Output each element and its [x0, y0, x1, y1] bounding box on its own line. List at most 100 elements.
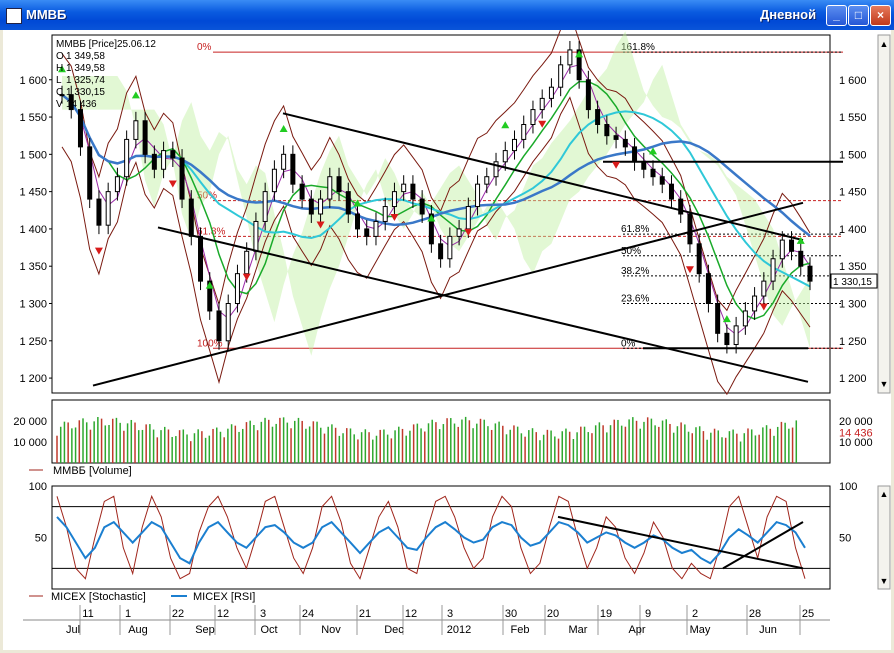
osc-scroll-down-icon[interactable]: ▼: [880, 576, 889, 586]
candle-body: [244, 250, 250, 275]
scroll-down-icon[interactable]: ▼: [880, 379, 889, 389]
sell-signal-marker: [390, 214, 399, 221]
date-axis-day-label: 1: [125, 608, 131, 620]
candle-body: [96, 198, 102, 226]
rsi-line: [56, 516, 806, 565]
price-axis-left-label: 1 300: [19, 299, 47, 311]
date-axis-month-label: Jul: [66, 624, 80, 636]
candle-body: [650, 168, 656, 178]
trendline: [92, 201, 804, 387]
osc-trendline: [557, 515, 804, 570]
buy-signal-marker: [575, 50, 584, 58]
price-axis-left-label: 1 250: [19, 336, 47, 348]
volume-axis-left-label: 20 000: [13, 416, 47, 428]
candle-body: [77, 109, 83, 148]
price-axis-right-label: 1 250: [839, 336, 867, 348]
candle-body: [585, 79, 591, 111]
candle-body: [373, 220, 379, 237]
ohlc-c-value: 1 330,15: [66, 87, 105, 98]
candle-body: [290, 153, 296, 185]
close-button[interactable]: ×: [870, 5, 891, 26]
price-axis-right-label: 1 350: [839, 261, 867, 273]
osc-scroll-up-icon[interactable]: ▲: [880, 489, 889, 499]
date-axis-month-label: 2012: [447, 624, 471, 636]
candle-body: [475, 183, 481, 208]
candle-body: [345, 191, 351, 215]
candle-body: [511, 138, 517, 152]
osc-scrollbar[interactable]: [877, 485, 891, 590]
candle-body: [447, 235, 453, 260]
candle-body: [225, 303, 231, 342]
price-axis-left-label: 1 350: [19, 261, 47, 273]
candle-body: [687, 213, 693, 245]
date-axis-day-label: 24: [302, 608, 314, 620]
date-axis-day-label: 3: [260, 608, 266, 620]
candle-body: [364, 228, 370, 237]
trendline: [282, 112, 804, 242]
fib-right-label: 50%: [621, 246, 641, 257]
candle-body: [456, 228, 462, 237]
candle-body: [752, 295, 758, 312]
ohlc-info-box: ММВБ [Price] 25.06.12 O 1 349,58 H 1 349…: [56, 39, 156, 110]
candle-body: [87, 146, 93, 200]
candle-body: [198, 235, 204, 282]
price-axis-left-label: 1 400: [19, 224, 47, 236]
price-axis-right-label: 1 550: [839, 112, 867, 124]
ma-slow-line: [61, 93, 811, 237]
candle-body: [299, 183, 305, 200]
date-axis-day-label: 30: [505, 608, 517, 620]
maximize-button[interactable]: □: [848, 5, 869, 26]
sell-signal-marker: [94, 247, 103, 255]
buy-signal-marker: [427, 214, 436, 222]
date-axis-month-label: Feb: [511, 624, 530, 636]
last-price-label: 1 330,15: [833, 277, 872, 288]
candle-body: [151, 153, 157, 170]
candle-body: [678, 198, 684, 215]
oscillator-panel: [51, 485, 831, 590]
ohlc-o-value: 1 349,58: [66, 51, 105, 62]
date-axis-month-label: May: [690, 624, 711, 636]
candle-body: [59, 94, 65, 97]
buy-signal-marker: [722, 315, 731, 323]
sell-signal-marker: [316, 221, 325, 229]
scroll-up-icon[interactable]: ▲: [880, 39, 889, 49]
price-axis-left-label: 1 450: [19, 187, 47, 199]
candle-body: [419, 198, 425, 215]
minimize-button[interactable]: _: [826, 5, 847, 26]
date-axis-day-label: 12: [405, 608, 417, 620]
last-price-box: [830, 273, 878, 289]
app-icon: [6, 8, 22, 24]
candle-body: [253, 220, 259, 252]
candle-body: [355, 213, 361, 230]
ma-cyan-line: [61, 93, 811, 288]
buy-signal-marker: [501, 121, 510, 129]
price-axis-right-label: 1 600: [839, 75, 867, 87]
date-axis-month-label: Jun: [759, 624, 777, 636]
volume-legend-label: ММВБ [Volume]: [53, 465, 132, 477]
osc-axis-left-label: 50: [35, 533, 47, 545]
bollinger-lower: [61, 96, 811, 396]
title-bar[interactable]: ММВБ Дневной _ □ ×: [0, 0, 894, 30]
buy-signal-marker: [353, 199, 362, 207]
candle-body: [502, 150, 508, 163]
candle-body: [133, 120, 139, 140]
buy-signal-marker: [58, 65, 66, 73]
candle-body: [668, 183, 674, 200]
chart-canvas[interactable]: 1 600 1 600 1 550 1 550 1 500 1 500 1 450 1 450…: [3, 11, 891, 650]
fib-left-label: 50%: [197, 191, 217, 202]
oscillator-layer: 100 100 50 50: [29, 481, 857, 580]
candle-body: [548, 86, 554, 99]
chart-area[interactable]: 1 600 1 600 1 550 1 550 1 500 1 500 1 450 1 450…: [3, 11, 891, 650]
candle-body: [742, 310, 748, 327]
candle-body: [336, 176, 342, 193]
candle-body: [705, 273, 711, 305]
fib-right-label: 0%: [621, 338, 636, 349]
candle-body: [521, 124, 527, 140]
price-scrollbar[interactable]: [877, 34, 891, 394]
date-axis-day-label: 2: [692, 608, 698, 620]
candle-body: [428, 213, 434, 245]
candle-body: [114, 176, 120, 193]
